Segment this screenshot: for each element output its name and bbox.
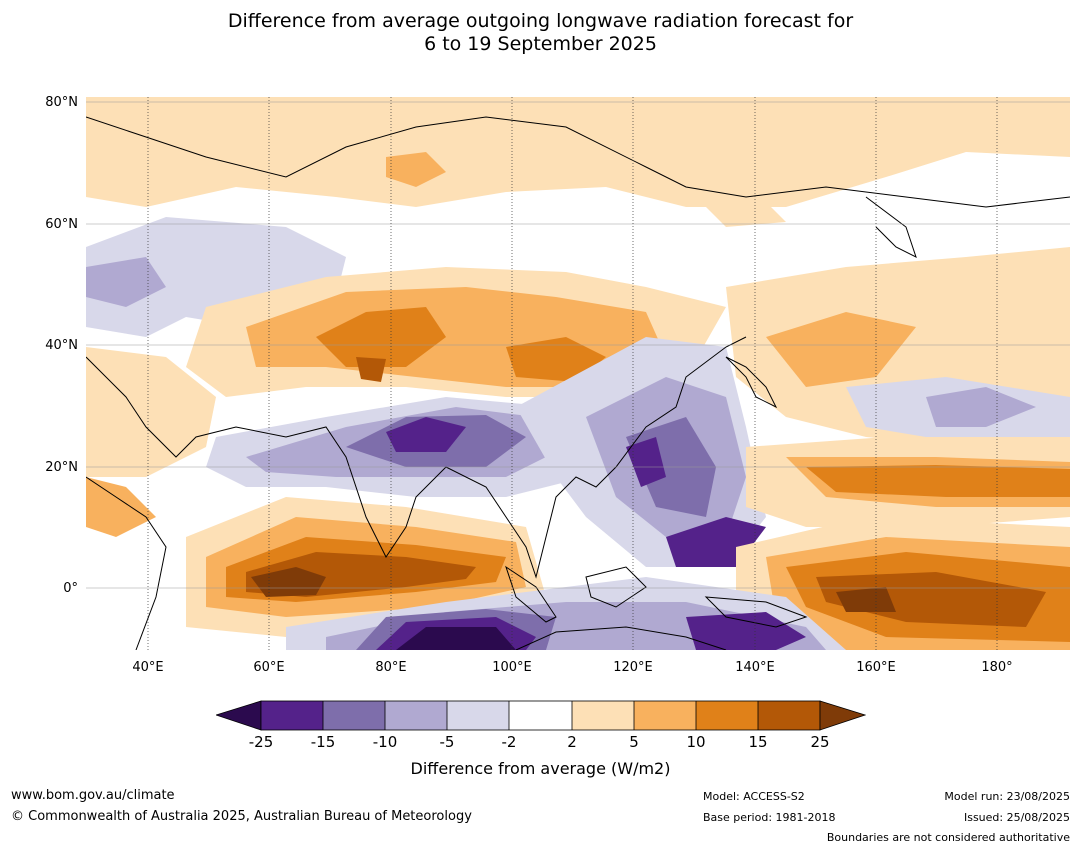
anomaly-region-io-darkbrown (251, 567, 326, 597)
colorbar-swatch (261, 701, 323, 730)
anomaly-region-arabia-orange (86, 477, 156, 537)
lon-label-80e: 80°E (375, 660, 407, 675)
colorbar-swatch (447, 701, 509, 730)
anomaly-region-s-pacific-darkbrown (836, 587, 896, 612)
base-period-text: Base period: 1981-2018 (703, 811, 836, 824)
anomaly-region-central-asia-dark (316, 307, 446, 367)
lon-label-120e: 120°E (613, 660, 653, 675)
colorbar-tick: 5 (629, 733, 639, 751)
anomaly-region-north-orange-2 (706, 202, 786, 227)
copyright-text: © Commonwealth of Australia 2025, Austra… (11, 809, 472, 824)
website-link[interactable]: www.bom.gov.au/climate (11, 788, 175, 803)
olr-anomaly-map (86, 97, 1070, 650)
colorbar-tick: -2 (501, 733, 517, 751)
issued-text: Issued: 25/08/2025 (963, 811, 1070, 824)
disclaimer-text: Boundaries are not considered authoritat… (826, 831, 1070, 844)
colorbar-tick: -5 (439, 733, 455, 751)
anomaly-region-north-light (86, 97, 1070, 207)
anomaly-region-pacific-purple (926, 387, 1036, 427)
model-text: Model: ACCESS-S2 (703, 790, 805, 803)
colorbar-tick: -15 (310, 733, 336, 751)
model-run-text: Model run: 23/08/2025 (944, 790, 1070, 803)
anomaly-region-trop-pacific-dark (806, 465, 1070, 497)
coastline-australia (515, 626, 727, 650)
anomaly-region-mongolia-dark (506, 337, 606, 382)
lat-label-60n: 60°N (45, 217, 78, 232)
lon-label-140e: 140°E (735, 660, 775, 675)
anomaly-region-timor-purple (686, 612, 806, 650)
lon-label-180: 180° (981, 660, 1013, 675)
anomaly-region-north-orange (386, 152, 446, 187)
coastline-kamchatka (865, 196, 917, 258)
colorbar-label: Difference from average (W/m2) (410, 759, 671, 778)
colorbar-tick: -10 (372, 733, 398, 751)
lat-label-20n: 20°N (45, 460, 78, 475)
colorbar-tick: 25 (810, 733, 830, 751)
colorbar-dividers (322, 701, 759, 730)
colorbar-tick: 10 (686, 733, 706, 751)
colorbar-tick: 15 (748, 733, 768, 751)
lat-label-80n: 80°N (45, 95, 78, 110)
colorbar-tick: 2 (567, 733, 577, 751)
longitude-gridlines (147, 97, 998, 650)
latitude-gridlines (86, 101, 1070, 589)
colorbar-swatch (696, 701, 758, 730)
colorbar-swatch (385, 701, 447, 730)
colorbar-swatch (323, 701, 385, 730)
map-canvas (86, 97, 1070, 650)
colorbar-swatch (572, 701, 634, 730)
colorbar (216, 700, 866, 731)
title-line-2: 6 to 19 September 2025 (424, 33, 657, 55)
anomaly-region-arabia-light (86, 347, 216, 477)
anomaly-region-scs-dark-purple (626, 437, 666, 487)
coastline-arabia-india (86, 336, 747, 579)
coastline-asia (86, 116, 1070, 208)
colorbar-swatch (509, 701, 572, 730)
colorbar-min-arrow (216, 700, 262, 731)
anomaly-region-india-dark-purple (386, 417, 466, 452)
colorbar-swatch (758, 701, 820, 730)
anomaly-region-central-asia-brown (356, 357, 386, 382)
lon-label-100e: 100°E (492, 660, 532, 675)
colorbar-swatch (634, 701, 696, 730)
lon-label-40e: 40°E (132, 660, 164, 675)
lon-label-60e: 60°E (253, 660, 285, 675)
coastline-japan (725, 356, 778, 409)
lat-label-0: 0° (63, 581, 78, 596)
coastline-africa (86, 476, 167, 650)
colorbar-tick: -25 (248, 733, 274, 751)
anomaly-region-aus-darkest-purple (396, 627, 516, 650)
map-title: Difference from average outgoing longwav… (0, 10, 1081, 56)
coastline-new-guinea (704, 596, 808, 628)
coastline-borneo (585, 566, 647, 608)
lon-label-160e: 160°E (856, 660, 896, 675)
anomaly-region-s-pacific-brown (816, 572, 1046, 627)
title-line-1: Difference from average outgoing longwav… (227, 10, 854, 32)
anomaly-region-pacific-orange (766, 312, 916, 387)
coastline-sumatra (505, 565, 557, 623)
anomaly-region-west-lavender-2 (86, 257, 166, 307)
colorbar-max-arrow (819, 700, 866, 731)
lat-label-40n: 40°N (45, 338, 78, 353)
